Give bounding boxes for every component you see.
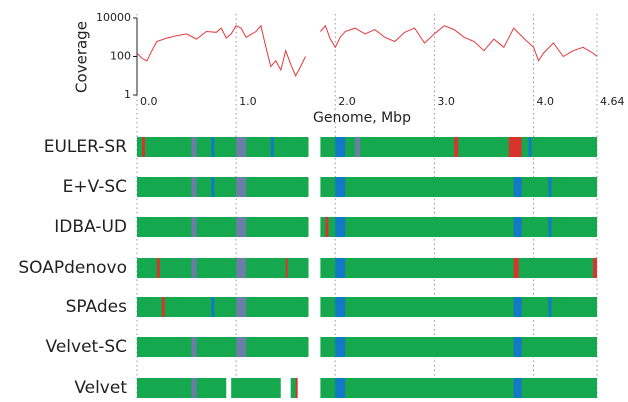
segment	[513, 177, 522, 197]
segment	[211, 177, 215, 197]
segment	[211, 137, 215, 157]
segment	[513, 378, 522, 398]
segment	[513, 217, 522, 237]
segment	[191, 137, 197, 157]
x-tick-label: 3.0	[437, 95, 455, 108]
track-label: Velvet-SC	[46, 337, 127, 357]
segment	[236, 258, 247, 278]
segment	[137, 337, 309, 357]
segment	[335, 137, 346, 157]
segment	[335, 297, 346, 317]
segment	[231, 378, 281, 398]
segment	[156, 258, 160, 278]
track-label: EULER-SR	[44, 137, 127, 157]
x-tick-label: 0.0	[140, 95, 158, 108]
segment	[191, 217, 197, 237]
segment	[548, 217, 552, 237]
segment	[513, 337, 522, 357]
segment	[548, 177, 552, 197]
x-tick-label: 1.0	[239, 95, 257, 108]
segment	[137, 177, 309, 197]
y-tick-label: 1	[124, 88, 131, 101]
segment	[141, 137, 145, 157]
segment	[191, 177, 197, 197]
segment	[593, 258, 597, 278]
segment	[285, 258, 288, 278]
segment	[211, 297, 215, 317]
track-label: IDBA-UD	[54, 217, 127, 237]
segment	[290, 378, 298, 398]
segment	[236, 217, 247, 237]
segment	[508, 137, 522, 157]
segment	[236, 177, 247, 197]
x-tick-label: 2.0	[338, 95, 356, 108]
segment	[320, 378, 597, 398]
segment	[161, 297, 165, 317]
track-label: Velvet	[74, 378, 127, 398]
track-label: E+V-SC	[63, 177, 127, 197]
segment	[236, 137, 247, 157]
segment	[513, 258, 519, 278]
segment	[528, 137, 532, 157]
coverage-line	[320, 24, 598, 62]
segment	[513, 297, 522, 317]
y-tick-label: 10000	[96, 11, 131, 24]
segment	[335, 217, 346, 237]
segment	[137, 378, 227, 398]
segment	[335, 337, 346, 357]
segment	[320, 337, 597, 357]
track-label: SPAdes	[66, 297, 128, 317]
segment	[137, 137, 309, 157]
y-axis-label: Coverage	[73, 21, 91, 93]
segment	[320, 297, 597, 317]
segment	[191, 337, 197, 357]
segment	[320, 258, 597, 278]
segment	[191, 378, 197, 398]
segment	[236, 337, 247, 357]
segment	[236, 297, 247, 317]
segment	[335, 258, 346, 278]
segment	[335, 378, 346, 398]
y-tick-label: 100	[110, 50, 131, 63]
x-axis-label: Genome, Mbp	[313, 110, 411, 126]
x-tick-label: 4.0	[537, 95, 555, 108]
segment	[137, 297, 309, 317]
segment	[548, 297, 552, 317]
segment	[320, 137, 597, 157]
segment	[137, 258, 309, 278]
segment	[295, 378, 298, 398]
segment	[320, 217, 597, 237]
segment	[270, 137, 274, 157]
segment	[335, 177, 346, 197]
segment	[325, 217, 329, 237]
coverage-line	[136, 24, 306, 77]
segment	[355, 137, 361, 157]
segment	[454, 137, 459, 157]
segment	[137, 217, 309, 237]
track-label: SOAPdenovo	[18, 258, 127, 278]
x-tick-label: 4.64	[600, 95, 625, 108]
segment	[320, 177, 597, 197]
segment	[191, 258, 197, 278]
